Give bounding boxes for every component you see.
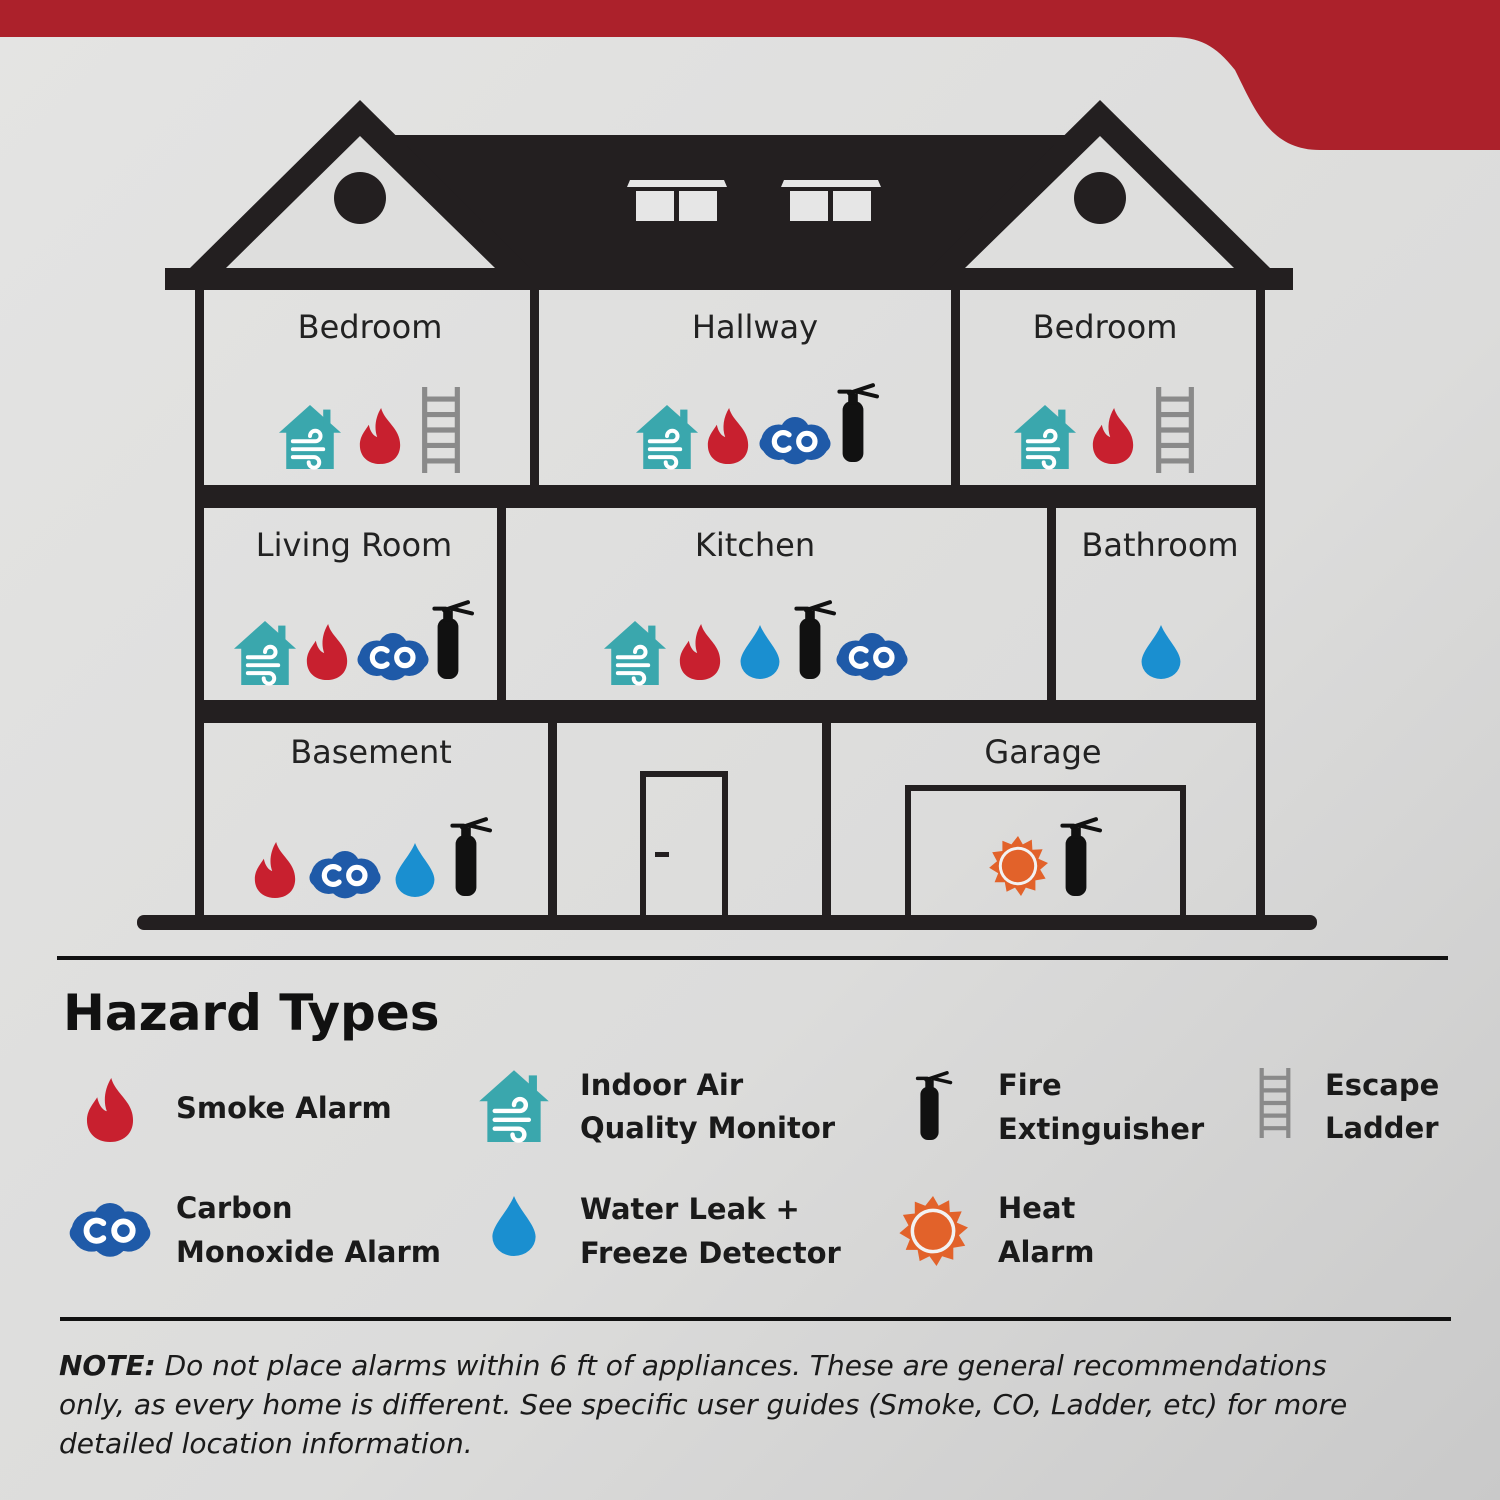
ground (137, 915, 1317, 930)
note-line2: only, as every home is different. See sp… (59, 1388, 1347, 1421)
divider (60, 1317, 1451, 1321)
right-gable-window (1074, 172, 1126, 224)
divider (57, 956, 1448, 960)
legend-co-line2: Monoxide Alarm (176, 1235, 441, 1269)
legend-escape-ladder-line1: Escape (1325, 1068, 1439, 1102)
legend-escape-ladder-line2: Ladder (1325, 1111, 1439, 1145)
legend-title: Hazard Types (63, 984, 440, 1042)
door-handle (655, 852, 669, 857)
ladder-icon (425, 387, 458, 473)
note-label: NOTE: (59, 1349, 156, 1382)
room-label-bedroom-left: Bedroom (298, 308, 443, 346)
legend-fire-extinguisher-line2: Extinguisher (998, 1112, 1205, 1146)
room-label-bedroom-right: Bedroom (1033, 308, 1178, 346)
ladder-icon (1159, 387, 1192, 473)
legend-air-quality-line1: Indoor Air (580, 1068, 744, 1102)
legend-fire-extinguisher-line1: Fire (998, 1068, 1062, 1102)
note-line3: detailed location information. (59, 1427, 473, 1460)
room-label-hallway: Hallway (692, 308, 818, 346)
left-gable-window (334, 172, 386, 224)
legend-smoke-alarm: Smoke Alarm (176, 1091, 392, 1125)
room-label-living-room: Living Room (256, 526, 452, 564)
room-label-bathroom: Bathroom (1081, 526, 1238, 564)
house (137, 100, 1317, 930)
note-text: Do not place alarms within 6 ft of appli… (156, 1349, 1327, 1382)
dormer-windows (627, 180, 881, 221)
legend-co-line1: Carbon (176, 1191, 292, 1225)
floor-divider (195, 485, 1265, 508)
room-label-basement: Basement (290, 733, 452, 771)
room-label-garage: Garage (984, 733, 1101, 771)
eave (165, 268, 1293, 290)
legend-heat-alarm-line2: Alarm (998, 1235, 1094, 1269)
legend-air-quality-line2: Quality Monitor (580, 1111, 836, 1145)
floor-divider (195, 700, 1265, 723)
red-banner (0, 0, 1500, 150)
legend-water-leak-line2: Freeze Detector (580, 1236, 841, 1270)
legend-heat-alarm-line1: Heat (998, 1191, 1076, 1225)
legend-water-leak-line1: Water Leak + (580, 1192, 800, 1226)
note-line1: NOTE: Do not place alarms within 6 ft of… (59, 1349, 1327, 1382)
ladder-icon (1262, 1068, 1289, 1138)
room-label-kitchen: Kitchen (695, 526, 815, 564)
